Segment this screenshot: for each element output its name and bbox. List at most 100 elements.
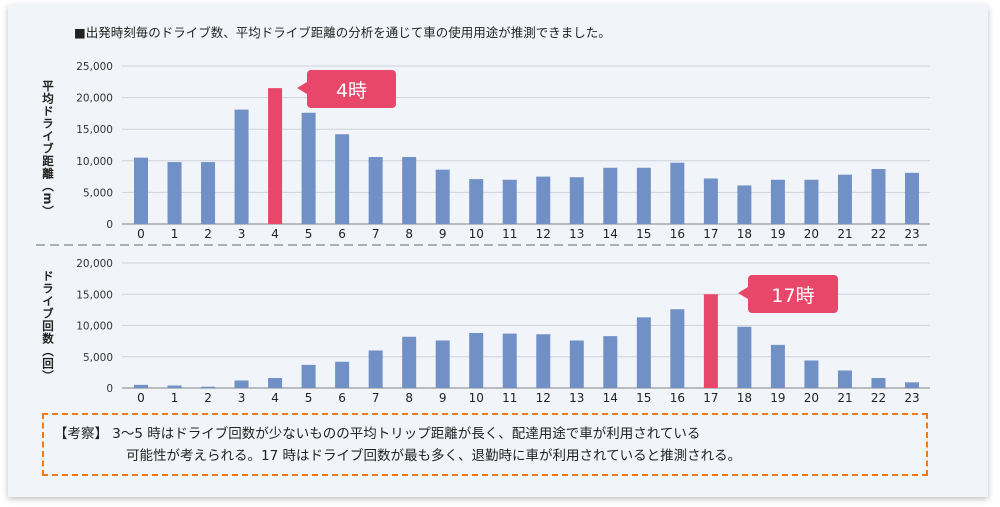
x-tick-label: 18 — [737, 391, 752, 405]
bar-hour-4 — [268, 88, 283, 225]
top-chart-y-label: 平均ドライブ距離（m） — [41, 80, 55, 218]
bottom-chart-y-label: ドライブ回数（回） — [41, 270, 55, 383]
bar-hour-12 — [536, 176, 551, 224]
x-tick-label: 19 — [770, 227, 785, 241]
bar-hour-6 — [335, 134, 350, 224]
bar-hour-16 — [670, 309, 685, 388]
x-tick-label: 12 — [536, 391, 551, 405]
bar-hour-12 — [536, 334, 551, 388]
figure-title: ■出発時刻毎のドライブ数、平均ドライブ距離の分析を通じて車の使用用途が推測できま… — [74, 25, 611, 40]
bar-hour-1 — [167, 385, 182, 388]
bar-hour-16 — [670, 162, 685, 224]
x-tick-label: 11 — [502, 391, 517, 405]
x-tick-label: 1 — [171, 227, 179, 241]
bar-hour-2 — [201, 386, 216, 388]
x-tick-label: 14 — [603, 391, 618, 405]
note-line-2: 可能性が考えられる。17 時はドライブ回数が最も多く、退勤時に車が利用されている… — [126, 448, 742, 464]
y-tick-label: 25,000 — [76, 61, 113, 73]
bar-hour-23 — [905, 172, 919, 224]
bar-hour-22 — [871, 169, 886, 224]
x-tick-label: 0 — [137, 227, 145, 241]
x-tick-label: 14 — [603, 227, 618, 241]
x-tick-label: 20 — [804, 391, 819, 405]
y-tick-label: 0 — [106, 219, 113, 231]
bar-hour-11 — [502, 333, 517, 388]
bar-hour-10 — [469, 333, 484, 388]
y-tick-label: 15,000 — [76, 289, 113, 301]
bar-hour-7 — [368, 157, 383, 224]
x-tick-label: 5 — [305, 227, 313, 241]
y-tick-label: 5,000 — [83, 352, 113, 364]
x-tick-label: 6 — [338, 227, 346, 241]
bar-hour-13 — [569, 340, 584, 388]
bar-hour-1 — [167, 162, 182, 224]
bar-hour-13 — [569, 177, 584, 224]
y-tick-label: 15,000 — [76, 124, 113, 136]
bar-hour-20 — [804, 360, 819, 388]
x-tick-label: 19 — [770, 391, 785, 405]
bar-hour-4 — [268, 378, 283, 388]
x-tick-label: 0 — [137, 391, 145, 405]
bar-hour-10 — [469, 179, 484, 224]
x-tick-label: 22 — [871, 227, 886, 241]
x-tick-label: 13 — [569, 227, 584, 241]
bar-hour-3 — [234, 380, 249, 388]
bar-hour-5 — [301, 364, 316, 388]
bar-hour-9 — [435, 340, 450, 388]
x-tick-label: 21 — [837, 227, 852, 241]
bar-hour-7 — [368, 350, 383, 388]
bar-hour-14 — [603, 336, 618, 388]
figure-card — [8, 5, 988, 497]
x-tick-label: 13 — [569, 391, 584, 405]
bar-hour-18 — [737, 185, 752, 224]
bar-hour-6 — [335, 361, 350, 388]
x-tick-label: 12 — [536, 227, 551, 241]
x-tick-label: 10 — [469, 227, 484, 241]
bar-hour-19 — [770, 344, 785, 388]
y-tick-label: 20,000 — [76, 93, 113, 105]
x-tick-label: 10 — [469, 391, 484, 405]
x-tick-label: 3 — [238, 391, 246, 405]
x-tick-label: 5 — [305, 391, 313, 405]
bar-hour-15 — [636, 317, 651, 388]
x-tick-label: 16 — [670, 391, 685, 405]
annotation-17h: 17時 — [738, 275, 838, 313]
note-line-1: 【考察】 3〜5 時はドライブ回数が少ないものの平均トリップ距離が長く、配達用途… — [54, 426, 701, 442]
x-tick-label: 2 — [204, 227, 212, 241]
y-tick-label: 0 — [106, 383, 113, 395]
bar-hour-11 — [502, 179, 517, 224]
bar-hour-8 — [402, 336, 417, 388]
x-tick-label: 21 — [837, 391, 852, 405]
x-tick-label: 20 — [804, 227, 819, 241]
x-tick-label: 22 — [871, 391, 886, 405]
bar-hour-5 — [301, 112, 316, 224]
bar-hour-8 — [402, 157, 417, 224]
bar-hour-17 — [703, 294, 718, 388]
bar-hour-19 — [770, 179, 785, 224]
y-tick-label: 20,000 — [76, 258, 113, 270]
insight-note: 【考察】 3〜5 時はドライブ回数が少ないものの平均トリップ距離が長く、配達用途… — [42, 413, 928, 476]
x-tick-label: 17 — [703, 227, 718, 241]
bar-hour-9 — [435, 169, 450, 224]
x-tick-label: 7 — [372, 391, 380, 405]
x-tick-label: 8 — [405, 227, 413, 241]
bar-hour-22 — [871, 378, 886, 388]
x-tick-label: 2 — [204, 391, 212, 405]
x-tick-label: 23 — [904, 227, 919, 241]
x-tick-label: 8 — [405, 391, 413, 405]
bar-hour-18 — [737, 326, 752, 388]
x-tick-label: 3 — [238, 227, 246, 241]
x-tick-label: 18 — [737, 227, 752, 241]
bar-hour-17 — [703, 178, 718, 224]
bar-hour-21 — [837, 370, 852, 388]
x-tick-label: 7 — [372, 227, 380, 241]
x-tick-label: 15 — [636, 391, 651, 405]
bar-hour-0 — [134, 157, 148, 224]
bar-hour-15 — [636, 167, 651, 224]
y-tick-label: 10,000 — [76, 156, 113, 168]
y-tick-label: 10,000 — [76, 321, 113, 333]
x-tick-label: 1 — [171, 391, 179, 405]
bar-hour-3 — [234, 109, 249, 224]
x-tick-label: 4 — [271, 227, 279, 241]
x-tick-label: 9 — [439, 391, 447, 405]
